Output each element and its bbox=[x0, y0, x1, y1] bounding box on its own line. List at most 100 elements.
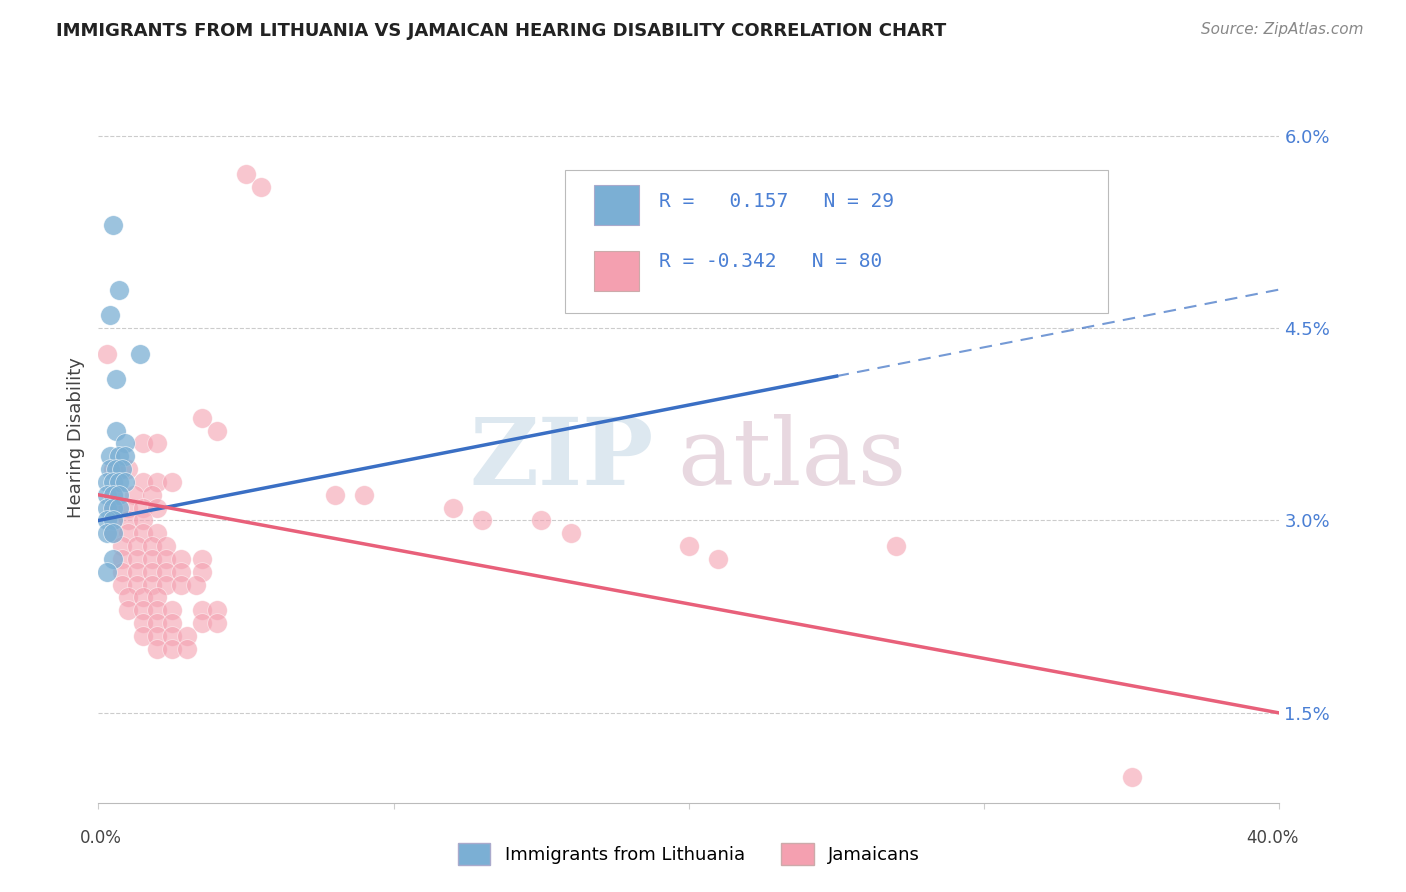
Point bbox=[117, 462, 139, 476]
Text: 0.0%: 0.0% bbox=[80, 829, 122, 847]
Point bbox=[125, 552, 148, 566]
Point bbox=[162, 641, 183, 656]
Point bbox=[184, 577, 207, 591]
FancyBboxPatch shape bbox=[595, 185, 640, 225]
Point bbox=[141, 577, 163, 591]
Point bbox=[155, 552, 177, 566]
Point bbox=[103, 462, 125, 476]
Point bbox=[323, 488, 346, 502]
Point bbox=[132, 616, 155, 631]
Point bbox=[105, 424, 128, 438]
Point bbox=[146, 603, 169, 617]
Point bbox=[155, 565, 177, 579]
Point bbox=[103, 514, 125, 528]
Point bbox=[191, 616, 214, 631]
FancyBboxPatch shape bbox=[595, 251, 640, 291]
Point bbox=[125, 577, 148, 591]
Point bbox=[132, 629, 155, 643]
Text: IMMIGRANTS FROM LITHUANIA VS JAMAICAN HEARING DISABILITY CORRELATION CHART: IMMIGRANTS FROM LITHUANIA VS JAMAICAN HE… bbox=[56, 22, 946, 40]
Point bbox=[132, 603, 155, 617]
Point bbox=[111, 577, 134, 591]
Point bbox=[122, 488, 145, 502]
Point bbox=[111, 552, 134, 566]
Point bbox=[132, 436, 155, 450]
Point bbox=[162, 603, 183, 617]
Point bbox=[105, 462, 128, 476]
Point bbox=[128, 346, 150, 360]
Point bbox=[132, 591, 155, 605]
Point bbox=[117, 591, 139, 605]
Text: Source: ZipAtlas.com: Source: ZipAtlas.com bbox=[1201, 22, 1364, 37]
Point bbox=[103, 488, 125, 502]
FancyBboxPatch shape bbox=[565, 170, 1108, 313]
Point bbox=[205, 424, 228, 438]
Point bbox=[117, 500, 139, 515]
Point bbox=[103, 500, 125, 515]
Point bbox=[170, 577, 193, 591]
Point bbox=[108, 450, 131, 464]
Point bbox=[96, 526, 118, 541]
Point bbox=[141, 539, 163, 553]
Point bbox=[114, 475, 136, 489]
Point bbox=[146, 616, 169, 631]
Point bbox=[205, 616, 228, 631]
Point bbox=[155, 539, 177, 553]
Point bbox=[103, 526, 125, 541]
Point bbox=[146, 475, 169, 489]
Point bbox=[108, 283, 131, 297]
Text: ZIP: ZIP bbox=[470, 414, 654, 504]
Point bbox=[441, 500, 464, 515]
Point bbox=[141, 488, 163, 502]
Point bbox=[162, 616, 183, 631]
Point bbox=[103, 552, 125, 566]
Point bbox=[103, 475, 125, 489]
Point bbox=[146, 591, 169, 605]
Legend: Immigrants from Lithuania, Jamaicans: Immigrants from Lithuania, Jamaicans bbox=[449, 834, 929, 874]
Point bbox=[678, 539, 700, 553]
Point bbox=[176, 641, 198, 656]
Point bbox=[162, 475, 183, 489]
Point bbox=[191, 603, 214, 617]
Point bbox=[114, 436, 136, 450]
Point bbox=[117, 603, 139, 617]
Point bbox=[250, 179, 273, 194]
Point bbox=[141, 552, 163, 566]
Point bbox=[117, 514, 139, 528]
Point bbox=[125, 565, 148, 579]
Point bbox=[96, 346, 118, 360]
Point bbox=[103, 500, 125, 515]
Point bbox=[108, 488, 131, 502]
Point bbox=[884, 539, 907, 553]
Point bbox=[146, 526, 169, 541]
Point bbox=[155, 577, 177, 591]
Point bbox=[132, 475, 155, 489]
Text: 40.0%: 40.0% bbox=[1246, 829, 1299, 847]
Point bbox=[146, 641, 169, 656]
Point bbox=[111, 539, 134, 553]
Point bbox=[98, 462, 121, 476]
Point bbox=[98, 308, 121, 322]
Point bbox=[146, 500, 169, 515]
Point bbox=[471, 514, 494, 528]
Point bbox=[132, 526, 155, 541]
Point bbox=[205, 603, 228, 617]
Point bbox=[103, 219, 125, 233]
Point bbox=[111, 462, 134, 476]
Point bbox=[191, 552, 214, 566]
Point bbox=[1121, 770, 1143, 784]
Y-axis label: Hearing Disability: Hearing Disability bbox=[66, 357, 84, 517]
Point bbox=[103, 526, 125, 541]
Point bbox=[170, 565, 193, 579]
Text: R = -0.342   N = 80: R = -0.342 N = 80 bbox=[659, 252, 883, 271]
Point bbox=[530, 514, 553, 528]
Point bbox=[103, 514, 125, 528]
Point bbox=[560, 526, 582, 541]
Point bbox=[98, 450, 121, 464]
Point bbox=[191, 565, 214, 579]
Text: R =   0.157   N = 29: R = 0.157 N = 29 bbox=[659, 192, 894, 211]
Point bbox=[707, 552, 730, 566]
Point bbox=[111, 565, 134, 579]
Point bbox=[96, 500, 118, 515]
Point bbox=[105, 372, 128, 386]
Point bbox=[132, 514, 155, 528]
